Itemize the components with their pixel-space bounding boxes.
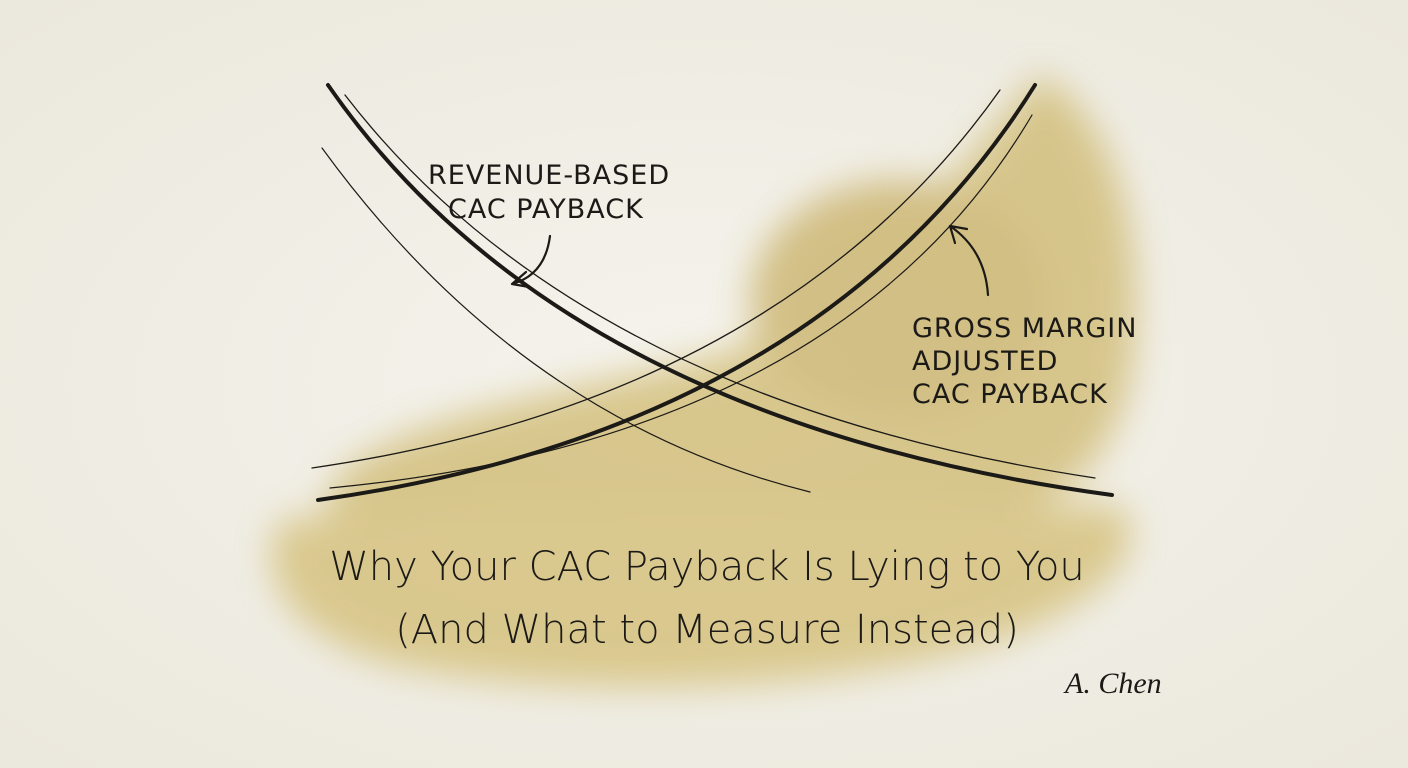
label: ADJUSTED (912, 346, 1058, 377)
margin-curve (316, 83, 1037, 502)
label: CAC PAYBACK (448, 194, 644, 225)
label: REVENUE-BASED (428, 160, 670, 191)
label: GROSS MARGIN (912, 313, 1137, 344)
curves (311, 83, 1114, 502)
watercolor-wash (271, 75, 1136, 687)
margin-curve-sketch (329, 114, 1033, 489)
title: Why Your CAC Payback Is Lying to You (329, 544, 1085, 590)
signature: A. Chen (1063, 667, 1162, 700)
revenue-curve-sketch (321, 147, 811, 493)
revenue-curve-sketch (344, 94, 1096, 479)
revenue-curve (326, 83, 1114, 497)
title: (And What to Measure Instead) (395, 607, 1019, 653)
arrow (510, 234, 552, 289)
margin-curve-sketch (311, 89, 1001, 469)
arrow (948, 224, 990, 297)
label: CAC PAYBACK (912, 379, 1108, 410)
